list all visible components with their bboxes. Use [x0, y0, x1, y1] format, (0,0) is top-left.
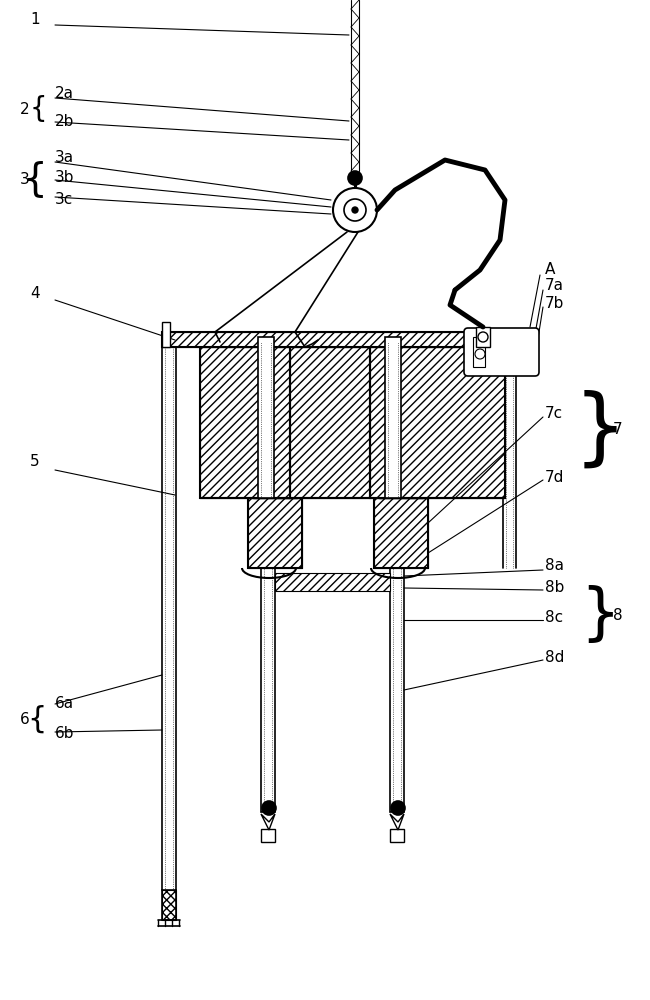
Circle shape [262, 801, 276, 815]
Bar [162, 890, 176, 920]
Circle shape [344, 199, 366, 221]
Bar [200, 347, 290, 498]
Bar [162, 890, 176, 920]
Text: 8b: 8b [545, 580, 564, 594]
Bar [275, 573, 390, 591]
Bar [261, 568, 275, 812]
Bar [253, 492, 297, 498]
Polygon shape [261, 814, 275, 830]
Text: }: } [580, 585, 620, 645]
Bar [374, 498, 428, 568]
Text: 7b: 7b [545, 296, 564, 312]
Text: {: { [22, 160, 47, 198]
Bar [248, 498, 302, 568]
Circle shape [391, 801, 405, 815]
Text: 4: 4 [30, 286, 40, 300]
Bar [162, 332, 530, 347]
Bar [290, 347, 370, 498]
Bar [476, 327, 490, 347]
Circle shape [333, 188, 377, 232]
Bar [290, 347, 370, 498]
Text: 3: 3 [20, 172, 30, 186]
Circle shape [348, 171, 362, 185]
Text: 2a: 2a [55, 86, 74, 101]
Text: 7: 7 [613, 422, 623, 438]
Text: 6b: 6b [55, 726, 75, 740]
Text: 6a: 6a [55, 696, 74, 710]
Bar [385, 337, 401, 498]
Text: {: { [29, 95, 47, 123]
Bar [370, 347, 505, 498]
Text: 3a: 3a [55, 149, 74, 164]
Bar [390, 568, 404, 812]
Circle shape [352, 207, 358, 213]
Text: 7a: 7a [545, 278, 564, 294]
Bar [258, 337, 274, 498]
Bar [390, 829, 404, 842]
Text: 8a: 8a [545, 558, 564, 572]
Bar [261, 829, 275, 842]
Text: 8d: 8d [545, 650, 564, 664]
Text: 1: 1 [30, 12, 40, 27]
Text: 6: 6 [20, 712, 30, 726]
Text: A: A [545, 262, 555, 277]
Text: 3c: 3c [55, 192, 73, 207]
Text: 5: 5 [30, 454, 40, 470]
Circle shape [475, 349, 485, 359]
Text: 7c: 7c [545, 406, 563, 420]
Text: }: } [573, 389, 627, 471]
Bar [162, 322, 170, 347]
Text: {: { [27, 704, 47, 734]
Circle shape [478, 332, 488, 342]
Bar [370, 347, 505, 498]
Text: 7d: 7d [545, 470, 564, 485]
Bar [200, 347, 290, 498]
Bar [473, 337, 485, 367]
Bar [248, 498, 302, 568]
Text: 3b: 3b [55, 170, 75, 186]
Polygon shape [390, 814, 404, 830]
Text: 8: 8 [613, 607, 623, 622]
Bar [162, 332, 530, 347]
Text: 2b: 2b [55, 114, 74, 129]
FancyBboxPatch shape [464, 328, 539, 376]
Text: 2: 2 [20, 102, 30, 116]
Bar [374, 498, 428, 568]
Text: 8c: 8c [545, 609, 563, 624]
Bar [379, 492, 423, 498]
